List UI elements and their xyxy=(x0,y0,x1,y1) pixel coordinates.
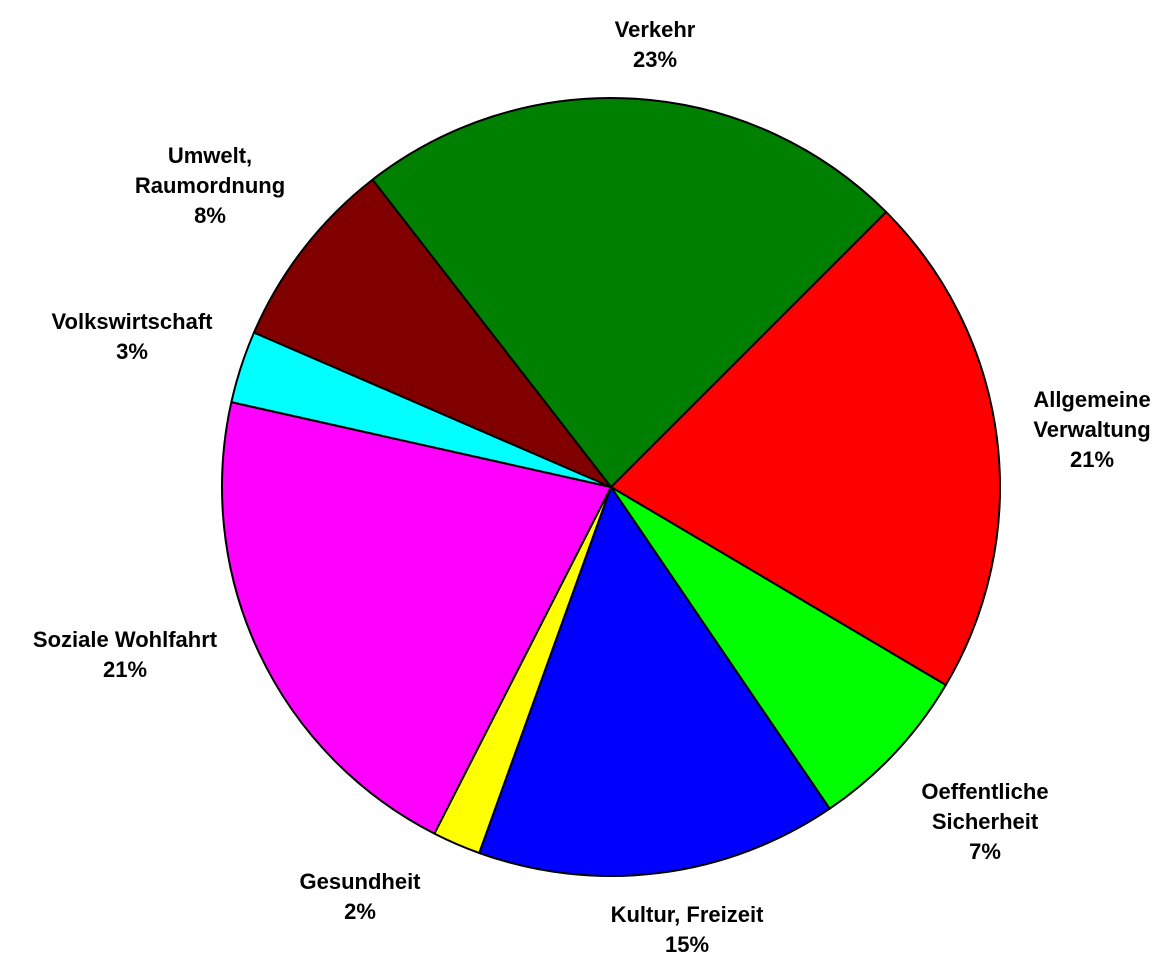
category-label: Gesundheit xyxy=(299,869,421,894)
slice-label: Kultur, Freizeit 15% xyxy=(611,900,764,959)
value-label: 15% xyxy=(664,932,710,957)
category-label: Oeffentliche Sicherheit xyxy=(921,779,1049,834)
value-label: 21% xyxy=(1069,447,1115,472)
pie-slice xyxy=(371,97,888,488)
value-label: 7% xyxy=(969,839,1001,864)
category-label: Umwelt, Raumordnung xyxy=(134,143,286,198)
slice-label: Soziale Wohlfahrt 21% xyxy=(33,625,217,685)
category-label: Soziale Wohlfahrt xyxy=(32,627,218,652)
value-label: 3% xyxy=(116,339,148,364)
value-label: 23% xyxy=(632,47,678,72)
slice-label: Allgemeine Verwaltung 21% xyxy=(1017,385,1167,475)
pie-slice xyxy=(610,210,1001,687)
category-label: Verkehr xyxy=(614,17,696,42)
category-label: Volkswirtschaft xyxy=(51,309,213,334)
slice-label: Volkswirtschaft 3% xyxy=(52,307,213,367)
value-label: 21% xyxy=(102,657,148,682)
slice-label: Gesundheit 2% xyxy=(299,867,420,927)
pie-slice xyxy=(478,486,831,877)
category-label: Kultur, Freizeit xyxy=(610,902,764,927)
slice-label: Umwelt, Raumordnung 8% xyxy=(110,141,310,231)
slice-label: Oeffentliche Sicherheit 7% xyxy=(900,777,1070,867)
slice-label: Verkehr 23% xyxy=(615,15,696,75)
pie-slice xyxy=(252,178,612,488)
pie-slice xyxy=(610,486,947,810)
category-label: Allgemeine Verwaltung xyxy=(1033,387,1151,442)
value-label: 8% xyxy=(194,203,226,228)
pie-slice xyxy=(221,401,612,835)
value-label: 2% xyxy=(344,899,376,924)
